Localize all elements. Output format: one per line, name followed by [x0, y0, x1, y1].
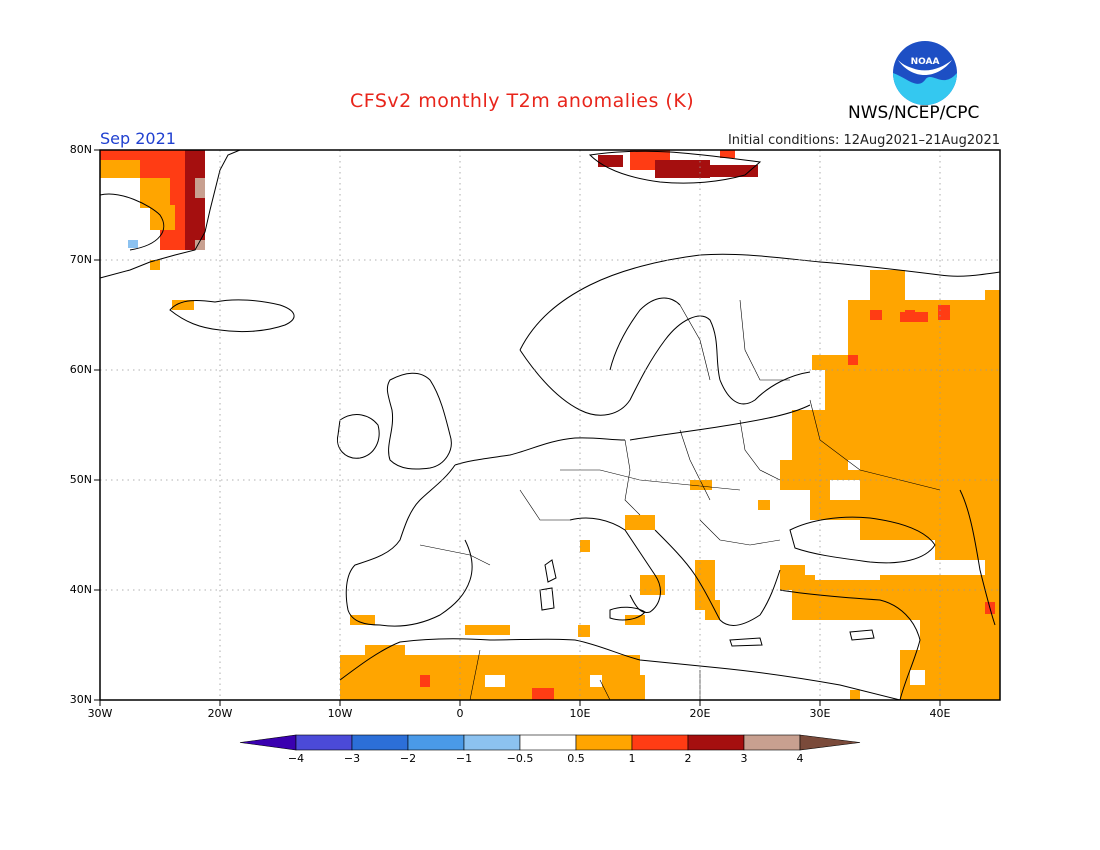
- anomaly-shading: [100, 150, 1000, 700]
- colorbar-swatch: [519, 734, 577, 751]
- colorbar-label: −0.5: [506, 752, 534, 765]
- colorbar-swatch: [295, 734, 353, 751]
- colorbar-swatch: [463, 734, 521, 751]
- colorbar-arrow-low: [239, 734, 297, 751]
- chart-title: CFSv2 monthly T2m anomalies (K): [350, 90, 695, 112]
- colorbar-label: −4: [287, 752, 305, 765]
- lon-label-40e: 40E: [929, 707, 951, 720]
- noaa-logo: NOAA: [893, 41, 957, 105]
- colorbar-label: −1: [455, 752, 473, 765]
- colorbar-label: 0.5: [567, 752, 585, 765]
- colorbar-swatch: [407, 734, 465, 751]
- colorbar-label: 4: [796, 752, 804, 765]
- colorbar-swatch: [743, 734, 801, 751]
- agency-label: NWS/NCEP/CPC: [848, 103, 980, 123]
- colorbar-swatch: [575, 734, 633, 751]
- colorbar: [239, 734, 861, 751]
- lat-label-40n: 40N: [69, 583, 92, 596]
- lat-label-50n: 50N: [69, 473, 92, 486]
- lat-label-60n: 60N: [69, 363, 92, 376]
- lat-label-30n: 30N: [69, 693, 92, 706]
- lon-label-20w: 20W: [207, 707, 233, 720]
- lat-label-70n: 70N: [69, 253, 92, 266]
- lon-label-30e: 30E: [809, 707, 831, 720]
- colorbar-label: 2: [684, 752, 692, 765]
- colorbar-swatch: [687, 734, 745, 751]
- graticule: [100, 150, 1000, 700]
- map-frame: [99, 149, 1001, 701]
- colorbar-arrow-high: [799, 734, 861, 751]
- lon-label-10e: 10E: [569, 707, 591, 720]
- lon-label-10w: 10W: [327, 707, 353, 720]
- coastlines: [99, 149, 1001, 701]
- colorbar-label: 3: [740, 752, 748, 765]
- lon-label-20e: 20E: [689, 707, 711, 720]
- lat-label-80n: 80N: [69, 143, 92, 156]
- axis-ticks: [94, 149, 941, 706]
- forecast-month: Sep 2021: [100, 129, 176, 148]
- initial-conditions: Initial conditions: 12Aug2021–21Aug2021: [727, 133, 1000, 148]
- colorbar-label: −2: [399, 752, 417, 765]
- colorbar-swatch: [351, 734, 409, 751]
- colorbar-label: 1: [628, 752, 636, 765]
- lon-label-30w: 30W: [87, 707, 113, 720]
- colorbar-label: −3: [343, 752, 361, 765]
- lon-label-0: 0: [456, 707, 464, 720]
- colorbar-swatch: [631, 734, 689, 751]
- svg-text:NOAA: NOAA: [911, 57, 940, 67]
